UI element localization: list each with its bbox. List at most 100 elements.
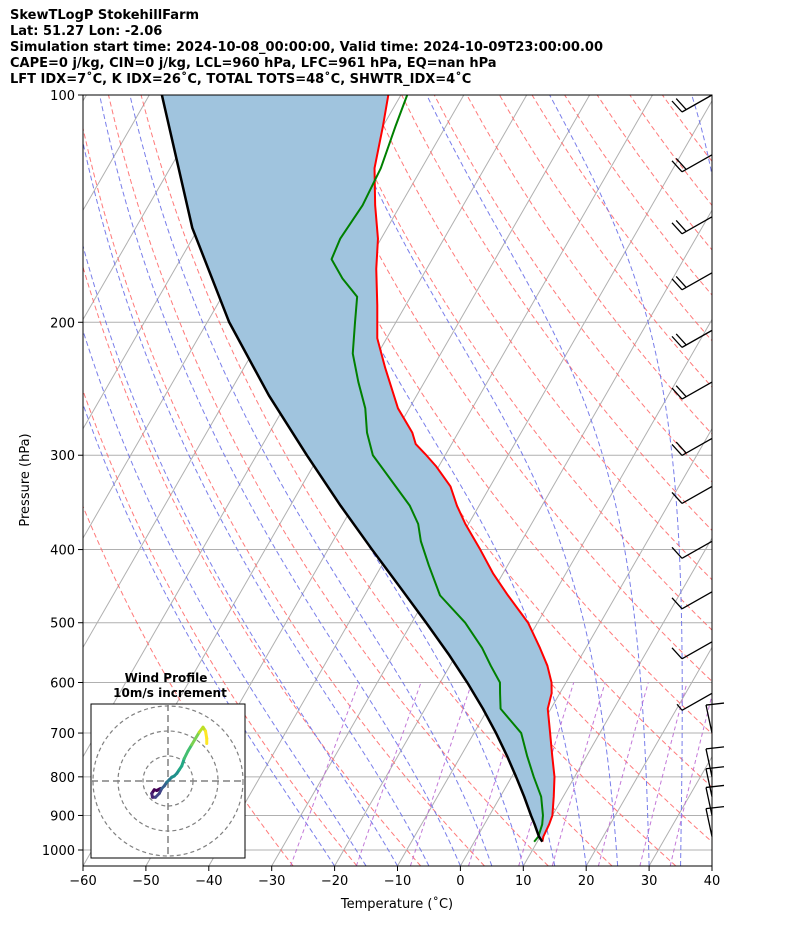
wind-barb [705, 702, 725, 734]
moist-adiabat-line [165, 95, 524, 866]
dry-adiabat-line [83, 265, 422, 866]
moist-adiabat-line [83, 140, 430, 866]
dry-adiabat-line [466, 95, 712, 435]
wind-barb [671, 485, 713, 505]
x-axis-label: Temperature (˚C) [340, 896, 453, 912]
y-tick-label: 100 [50, 89, 75, 104]
mixing-ratio-line [639, 682, 688, 866]
isotherm-line [271, 99, 712, 866]
dry-adiabat-line [83, 505, 294, 866]
isotherm-line [648, 755, 712, 866]
hodograph-subtitle: 10m/s increment [113, 686, 227, 700]
time-line: Simulation start time: 2024-10-08_00:00:… [10, 40, 603, 55]
mixing-ratio-line [551, 682, 606, 866]
x-tick-label: −50 [132, 874, 159, 889]
isotherm-line [83, 95, 87, 102]
cin-shaded-area [161, 95, 555, 842]
dry-adiabat-line [140, 95, 613, 866]
x-tick-label: −40 [195, 874, 222, 889]
isotherm-line [522, 537, 712, 866]
moist-adiabat-line [426, 95, 650, 866]
x-tick-label: 10 [515, 874, 532, 889]
isotherm-line [334, 209, 712, 866]
moist-adiabat-line [83, 244, 398, 866]
wind-barb [705, 746, 725, 777]
moist-adiabat-line [83, 402, 336, 866]
wind-barb [671, 329, 713, 348]
wind-barb [671, 591, 713, 610]
x-tick-label: 30 [641, 874, 658, 889]
isotherm-line [83, 95, 213, 321]
wind-barb [671, 381, 713, 400]
y-axis-label: Pressure (hPa) [18, 433, 33, 526]
dry-adiabat-line [596, 95, 712, 251]
x-tick-label: 0 [456, 874, 464, 889]
dry-adiabat-line [336, 95, 712, 631]
y-tick-label: 700 [50, 727, 75, 742]
moist-adiabat-line [549, 95, 683, 866]
x-tick-label: −30 [258, 874, 285, 889]
moist-adiabat-line [83, 329, 367, 866]
y-tick-label: 1000 [42, 844, 75, 859]
temperature-line [373, 95, 556, 842]
wind-barb [671, 94, 713, 113]
indices-line-2: LFT IDX=7˚C, K IDX=26˚C, TOTAL TOTS=48˚C… [10, 72, 472, 87]
y-tick-label: 500 [50, 617, 75, 632]
dry-adiabat-line [433, 95, 712, 483]
dry-adiabat-line [270, 95, 712, 735]
axes: −60 −50 −40 −30 −20 −10 0 10 20 30 40 100 200 300 400 5… [42, 89, 720, 889]
y-tick-label: 400 [50, 544, 75, 559]
moist-adiabat-line [691, 95, 712, 866]
dry-adiabat-line [108, 95, 549, 866]
wind-barb [705, 784, 725, 816]
profile-lines [160, 95, 556, 843]
x-tick-label: 20 [578, 874, 595, 889]
moist-adiabat-line [99, 95, 461, 866]
mixing-ratio-line [355, 682, 422, 866]
moist-adiabat-line [333, 95, 619, 866]
wind-barb [671, 437, 713, 456]
isotherm-line [775, 95, 794, 866]
dry-adiabat-line [368, 95, 712, 581]
isotherm-line [711, 864, 712, 866]
isotherm-line [397, 318, 712, 866]
wind-barb [705, 766, 725, 797]
dry-adiabat-line [83, 126, 485, 866]
chart-title: SkewTLogP StokehillFarm [10, 8, 200, 23]
cape-fill-layer [161, 95, 555, 842]
wind-barb [671, 540, 713, 559]
isotherm-line [585, 646, 712, 866]
parcel-path-line [160, 95, 544, 843]
wind-barb [671, 216, 713, 235]
y-tick-label: 200 [50, 316, 75, 331]
dewpoint-line [330, 95, 544, 843]
y-tick-label: 800 [50, 771, 75, 786]
x-tick-label: 40 [704, 874, 721, 889]
indices-line-1: CAPE=0 j/kg, CIN=0 j/kg, LCL=960 hPa, LF… [10, 56, 497, 71]
y-tick-label: 300 [50, 449, 75, 464]
wind-barb [705, 805, 725, 837]
wind-barb [671, 272, 713, 291]
wind-barbs [671, 94, 725, 837]
wind-barb [671, 641, 713, 660]
mixing-ratio-line [597, 682, 649, 866]
dry-adiabat-line [401, 95, 712, 532]
hodograph-inset: Wind Profile 10m/s increment [90, 671, 246, 859]
dry-adiabat-line [303, 95, 712, 683]
dry-adiabat-line [531, 95, 712, 342]
y-tick-label: 900 [50, 809, 75, 824]
x-tick-label: −10 [384, 874, 411, 889]
x-tick-label: −60 [69, 874, 96, 889]
chart-title-block: SkewTLogP StokehillFarm Lat: 51.27 Lon: … [10, 8, 603, 88]
mixing-ratio-line [290, 682, 360, 866]
location-line: Lat: 51.27 Lon: -2.06 [10, 24, 163, 39]
wind-barb [676, 692, 713, 711]
wind-barb [671, 154, 713, 173]
mixing-ratio-line [669, 693, 712, 866]
x-tick-label: −20 [321, 874, 348, 889]
y-tick-label: 600 [50, 677, 75, 692]
moist-adiabat-line [129, 95, 493, 866]
hodograph-title: Wind Profile [125, 671, 208, 685]
dry-adiabat-line [83, 389, 358, 866]
dry-adiabat-line [238, 95, 712, 788]
